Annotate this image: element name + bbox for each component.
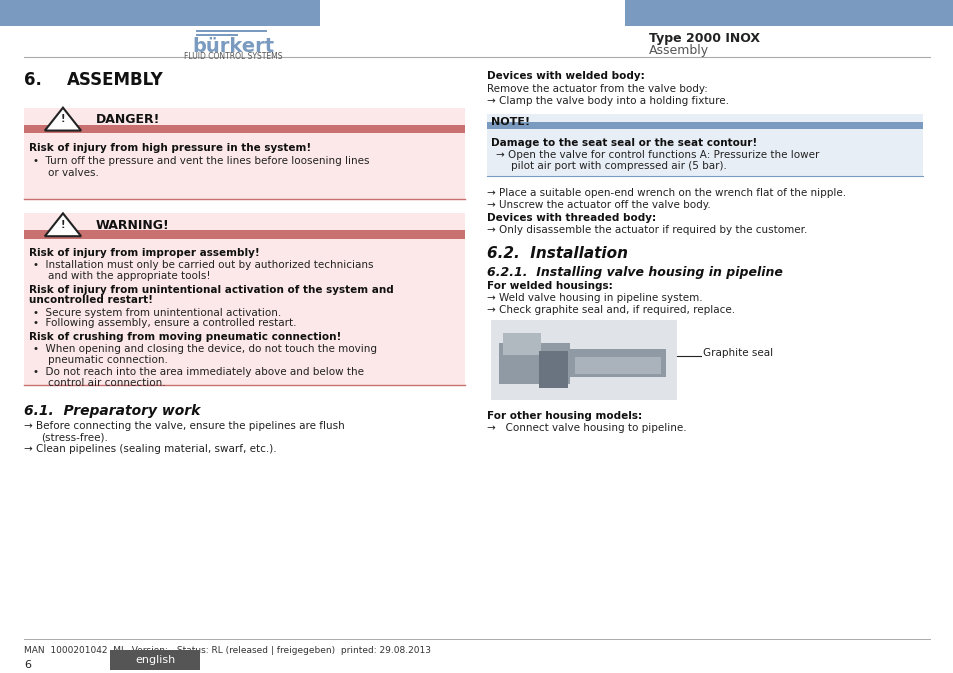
Text: Devices with welded body:: Devices with welded body:	[486, 71, 643, 81]
Text: •  Secure system from unintentional activation.: • Secure system from unintentional activ…	[33, 308, 281, 318]
Text: Risk of injury from high pressure in the system!: Risk of injury from high pressure in the…	[29, 143, 311, 153]
Polygon shape	[45, 108, 81, 131]
Text: Risk of crushing from moving pneumatic connection!: Risk of crushing from moving pneumatic c…	[29, 332, 340, 342]
Text: •  When opening and closing the device, do not touch the moving: • When opening and closing the device, d…	[33, 344, 377, 354]
Text: Risk of injury from unintentional activation of the system and: Risk of injury from unintentional activa…	[29, 285, 393, 295]
Text: → Clean pipelines (sealing material, swarf, etc.).: → Clean pipelines (sealing material, swa…	[24, 444, 276, 454]
Text: NOTE!: NOTE!	[491, 117, 530, 127]
Text: → Place a suitable open-end wrench on the wrench flat of the nipple.: → Place a suitable open-end wrench on th…	[486, 188, 844, 198]
Text: 6.: 6.	[24, 71, 42, 89]
Bar	[24, 125, 464, 133]
Bar	[486, 122, 923, 129]
Bar	[195, 30, 267, 32]
Text: control air connection.: control air connection.	[48, 378, 165, 388]
Text: → Only disassemble the actuator if required by the customer.: → Only disassemble the actuator if requi…	[486, 225, 806, 236]
Text: 6: 6	[24, 660, 30, 670]
Bar	[24, 108, 464, 199]
Text: → Unscrew the actuator off the valve body.: → Unscrew the actuator off the valve bod…	[486, 200, 710, 210]
Bar	[491, 320, 677, 400]
Text: (stress-free).: (stress-free).	[41, 432, 108, 442]
Text: For welded housings:: For welded housings:	[486, 281, 612, 291]
Bar	[491, 320, 677, 400]
Bar	[486, 114, 923, 176]
Text: •  Turn off the pressure and vent the lines before loosening lines: • Turn off the pressure and vent the lin…	[33, 156, 370, 166]
Text: Assembly: Assembly	[648, 44, 708, 57]
Text: → Check graphite seal and, if required, replace.: → Check graphite seal and, if required, …	[486, 305, 734, 315]
Text: Devices with threaded body:: Devices with threaded body:	[486, 213, 655, 223]
Text: 6.2.  Installation: 6.2. Installation	[486, 246, 627, 260]
Bar	[570, 349, 665, 377]
Text: MAN  1000201042  ML  Version: - Status: RL (released | freigegeben)  printed: 29: MAN 1000201042 ML Version: - Status: RL …	[24, 646, 431, 655]
Text: and with the appropriate tools!: and with the appropriate tools!	[48, 271, 210, 281]
Polygon shape	[45, 213, 81, 236]
Bar	[0, 0, 319, 26]
Text: pilot air port with compressed air (5 bar).: pilot air port with compressed air (5 ba…	[511, 161, 726, 171]
Text: For other housing models:: For other housing models:	[486, 411, 641, 421]
Text: → Open the valve for control functions A: Pressurize the lower: → Open the valve for control functions A…	[496, 150, 819, 160]
Text: Risk of injury from improper assembly!: Risk of injury from improper assembly!	[29, 248, 259, 258]
Text: →   Connect valve housing to pipeline.: → Connect valve housing to pipeline.	[486, 423, 685, 433]
Bar	[538, 351, 567, 388]
Text: Remove the actuator from the valve body:: Remove the actuator from the valve body:	[486, 84, 707, 94]
Text: uncontrolled restart!: uncontrolled restart!	[29, 295, 152, 306]
Text: FLUID CONTROL SYSTEMS: FLUID CONTROL SYSTEMS	[184, 52, 283, 61]
Text: !: !	[61, 220, 65, 229]
Bar	[195, 34, 238, 36]
Text: DANGER!: DANGER!	[95, 113, 159, 126]
Text: Type 2000 INOX: Type 2000 INOX	[648, 32, 759, 45]
Text: Damage to the seat seal or the seat contour!: Damage to the seat seal or the seat cont…	[491, 138, 757, 148]
Bar	[498, 343, 570, 384]
Text: 6.1.  Preparatory work: 6.1. Preparatory work	[24, 404, 200, 418]
Text: pneumatic connection.: pneumatic connection.	[48, 355, 168, 365]
Text: •  Following assembly, ensure a controlled restart.: • Following assembly, ensure a controlle…	[33, 318, 296, 328]
Text: bürkert: bürkert	[193, 37, 274, 56]
Bar	[624, 0, 953, 26]
Text: → Clamp the valve body into a holding fixture.: → Clamp the valve body into a holding fi…	[486, 96, 728, 106]
Bar	[24, 230, 464, 239]
Text: •  Installation must only be carried out by authorized technicians: • Installation must only be carried out …	[33, 260, 374, 271]
Text: !: !	[61, 114, 65, 124]
Text: 6.2.1.  Installing valve housing in pipeline: 6.2.1. Installing valve housing in pipel…	[486, 266, 781, 279]
Bar	[24, 213, 464, 385]
Text: Graphite seal: Graphite seal	[702, 348, 773, 357]
Text: → Weld valve housing in pipeline system.: → Weld valve housing in pipeline system.	[486, 293, 701, 303]
Bar	[110, 650, 200, 670]
Text: → Before connecting the valve, ensure the pipelines are flush: → Before connecting the valve, ensure th…	[24, 421, 344, 431]
Text: ASSEMBLY: ASSEMBLY	[67, 71, 163, 89]
Bar	[575, 357, 660, 374]
Text: WARNING!: WARNING!	[95, 219, 169, 232]
Bar	[502, 333, 540, 355]
Text: or valves.: or valves.	[48, 168, 98, 178]
Text: •  Do not reach into the area immediately above and below the: • Do not reach into the area immediately…	[33, 367, 364, 377]
Text: english: english	[135, 656, 175, 665]
